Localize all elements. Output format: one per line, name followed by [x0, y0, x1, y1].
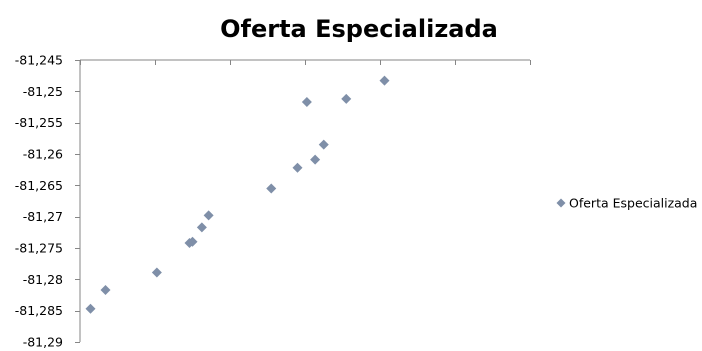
data-points [85, 75, 390, 314]
y-tick-label: -81,25 [23, 84, 63, 99]
y-tick-label: -81,285 [15, 303, 63, 318]
data-point [187, 236, 198, 247]
chart-legend: Oferta Especializada [556, 196, 697, 211]
legend-label: Oferta Especializada [569, 196, 697, 211]
y-tick-label: -81,26 [23, 147, 63, 162]
y-tick-label: -81,27 [23, 209, 63, 224]
chart-axes [75, 59, 531, 343]
y-tick-label: -81,245 [15, 53, 63, 68]
chart-title: Oferta Especializada [220, 15, 498, 43]
y-tick-label: -81,255 [15, 115, 63, 130]
y-tick-label: -81,275 [15, 241, 63, 256]
data-point [266, 183, 277, 194]
data-point [379, 75, 390, 86]
y-tick-label: -81,28 [23, 272, 63, 287]
y-tick-label: -81,265 [15, 178, 63, 193]
data-point [196, 222, 207, 233]
data-point [100, 284, 111, 295]
data-point [203, 210, 214, 221]
data-point [318, 139, 329, 150]
y-tick-label: -81,29 [23, 335, 63, 350]
data-point [292, 162, 303, 173]
data-point [341, 93, 352, 104]
y-axis-tick-labels: -81,245 -81,25 -81,255 -81,26 -81,265 -81,27 -… [15, 53, 63, 350]
data-point [310, 154, 321, 165]
data-point [85, 303, 96, 314]
legend-marker [556, 198, 566, 208]
data-point [151, 267, 162, 278]
data-point [301, 96, 312, 107]
